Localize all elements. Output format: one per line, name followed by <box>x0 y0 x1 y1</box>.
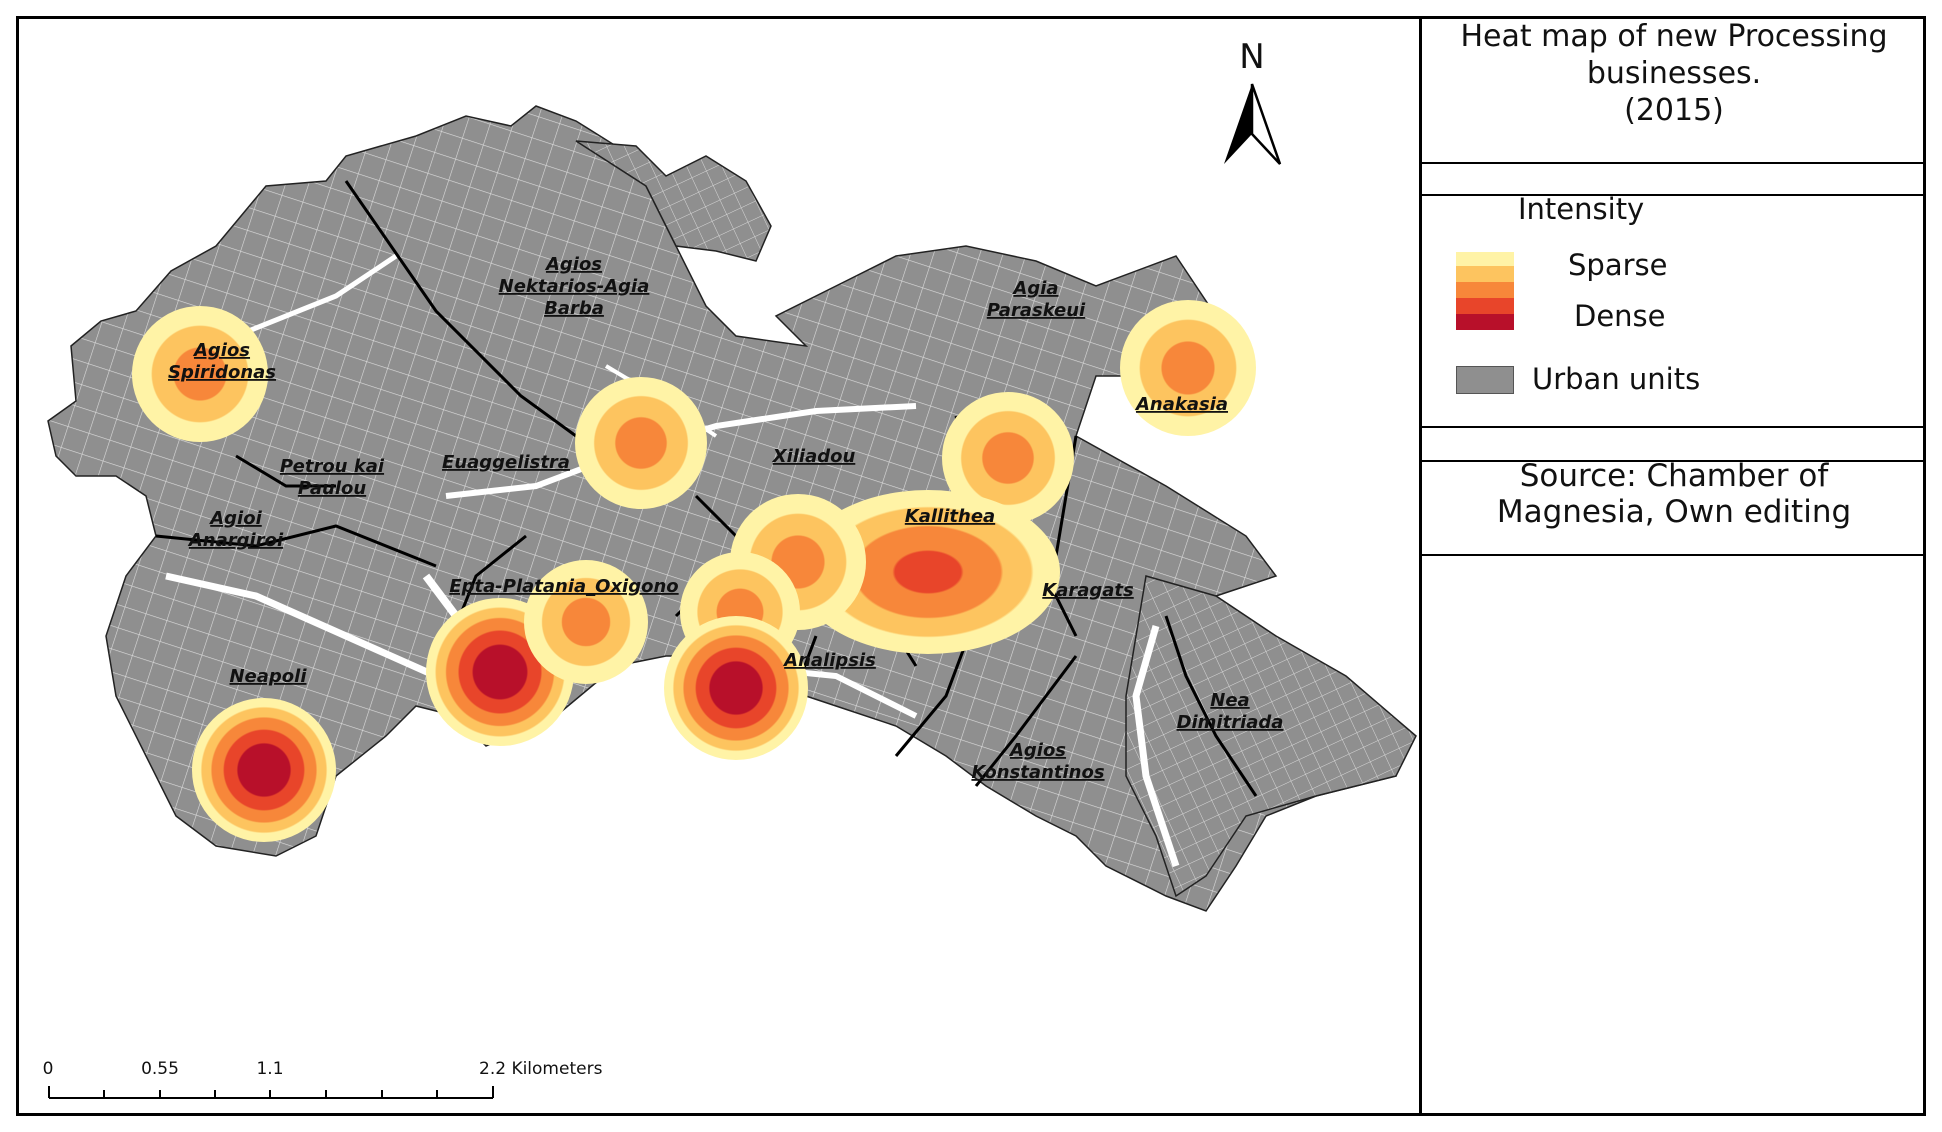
source-line-2: Magnesia, Own editing <box>1496 494 1852 530</box>
divider <box>1422 162 1926 164</box>
ramp-swatch-2 <box>1456 266 1514 282</box>
hotspot-kallithea <box>796 490 1060 654</box>
source-note: Source: Chamber of Magnesia, Own editing <box>1422 458 1926 530</box>
label-euaggelistra: Euaggelistra <box>442 452 570 473</box>
north-arrow: N <box>1224 37 1282 165</box>
map-area: Agios Nektarios-Agia Barba Agia Paraskeu… <box>16 16 1420 1116</box>
scale-bar: 0 0.55 1.1 2.2 Kilometers <box>43 1059 603 1099</box>
label-agios-spiridonas-2: Spiridonas <box>168 362 276 383</box>
urban-units <box>47 105 1417 912</box>
ramp-swatch-5 <box>1456 314 1514 330</box>
divider <box>1422 554 1926 556</box>
hotspot-xiliadou <box>942 392 1074 524</box>
divider <box>1422 426 1926 428</box>
urban-unit-north <box>575 140 772 262</box>
ramp-swatch-4 <box>1456 298 1514 314</box>
hotspot-euaggelistra <box>575 377 707 509</box>
label-neapoli: Neapoli <box>229 666 307 687</box>
ramp-swatch-3 <box>1456 282 1514 298</box>
divider <box>1422 460 1926 462</box>
scale-tick-22: 2.2 Kilometers <box>479 1059 603 1079</box>
legend-heading: Intensity <box>1518 192 1645 226</box>
label-agioi-anargiroi-1: Agioi <box>208 508 262 529</box>
source-line-1: Source: Chamber of <box>1519 458 1829 494</box>
legend-dense-label: Dense <box>1574 299 1666 333</box>
label-agia-paraskeui-1: Agia <box>1011 278 1058 299</box>
legend-sparse-label: Sparse <box>1568 248 1668 282</box>
hotspot-neapoli <box>192 698 336 842</box>
label-agia-paraskeui-2: Paraskeui <box>987 300 1086 321</box>
divider <box>1422 194 1926 196</box>
label-agios-nektarios-2: Nektarios-Agia <box>499 276 650 297</box>
urban-units-swatch <box>1456 366 1514 394</box>
label-kallithea: Kallithea <box>905 506 995 527</box>
label-anakasia: Anakasia <box>1134 394 1228 415</box>
title-line-2: businesses. <box>1586 56 1762 91</box>
scale-tick-055: 0.55 <box>141 1059 179 1079</box>
label-agios-nektarios-3: Barba <box>544 298 604 319</box>
map-canvas: Agios Nektarios-Agia Barba Agia Paraskeu… <box>43 37 1417 1099</box>
heat-layer <box>132 300 1256 842</box>
label-analipsis: Analipsis <box>782 650 876 671</box>
map-title: Heat map of new Processing businesses. (… <box>1422 16 1926 164</box>
label-karagats: Karagats <box>1042 580 1134 601</box>
hotspot-analipsis <box>664 616 808 760</box>
legend-urban-label: Urban units <box>1532 362 1701 396</box>
north-letter: N <box>1239 37 1264 77</box>
label-petrou-paulou-1: Petrou kai <box>280 456 385 477</box>
title-line-1: Heat map of new Processing <box>1460 19 1888 54</box>
label-agios-nektarios-1: Agios <box>544 254 602 275</box>
hotspot-agios-spiridonas <box>132 306 268 442</box>
label-epta-platania-oxigono: Epta-Platania_Oxigono <box>449 576 678 597</box>
urban-unit-east <box>1125 575 1417 898</box>
label-agios-konstantinos-1: Agios <box>1008 740 1066 761</box>
label-agios-spiridonas-1: Agios <box>192 340 250 361</box>
label-xiliadou: Xiliadou <box>772 446 856 467</box>
hotspot-anakasia <box>1120 300 1256 436</box>
label-agioi-anargiroi-2: Anargiroi <box>187 530 284 551</box>
scale-tick-0: 0 <box>43 1059 54 1079</box>
title-line-3: (2015) <box>1624 93 1724 128</box>
legend-panel: Heat map of new Processing businesses. (… <box>1419 16 1926 1116</box>
district-labels: Agios Nektarios-Agia Barba Agia Paraskeu… <box>168 254 1283 783</box>
label-nea-dimitriada-1: Nea <box>1210 690 1249 711</box>
scale-tick-11: 1.1 <box>256 1059 283 1079</box>
hotspot-oxigono <box>524 560 648 684</box>
label-agios-konstantinos-2: Konstantinos <box>971 762 1104 783</box>
ramp-swatch-1 <box>1456 252 1514 266</box>
label-petrou-paulou-2: Paulou <box>298 478 367 499</box>
label-nea-dimitriada-2: Dimitriada <box>1177 712 1284 733</box>
